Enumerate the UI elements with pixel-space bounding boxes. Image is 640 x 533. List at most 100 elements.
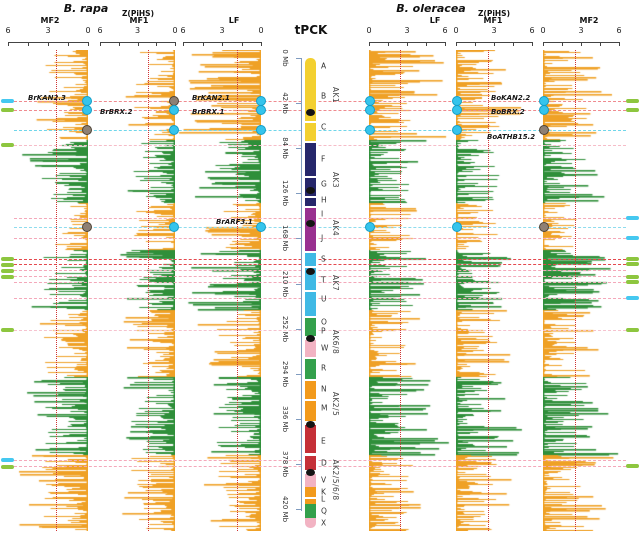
track-label-oleracea-mf1: MF1 xyxy=(483,16,503,25)
mb-scale-tick xyxy=(296,509,302,510)
guide-line xyxy=(14,110,626,111)
track-label-rapa-mf1: MF1 xyxy=(129,16,149,25)
block-letter: J xyxy=(321,233,324,243)
edge-mark-right xyxy=(626,296,639,300)
axis-tick-label-rapa-lf: 0 xyxy=(258,26,264,35)
block-gap xyxy=(305,399,316,401)
track-label-rapa-mf2: MF2 xyxy=(40,16,60,25)
axis-tick-label-oleracea-mf2: 3 xyxy=(578,26,584,35)
axis-tick xyxy=(100,42,101,46)
guide-line xyxy=(14,130,626,131)
gene-label: BoKAN2.2 xyxy=(491,94,531,102)
guide-line xyxy=(14,264,626,265)
gene-marker-dot-cyan xyxy=(256,222,266,232)
edge-mark-right xyxy=(626,236,639,240)
block-letter: T xyxy=(321,275,326,285)
edge-mark-right xyxy=(626,280,639,284)
threshold-line-rapa-mf2 xyxy=(56,50,57,531)
axis-tick xyxy=(456,42,457,46)
karyotype-block xyxy=(305,318,316,336)
edge-mark-left xyxy=(1,275,14,279)
gene-label: BrKAN2.3 xyxy=(28,94,66,102)
gene-label: BrKAN2.1 xyxy=(192,94,230,102)
axis-tick xyxy=(600,42,601,46)
threshold-line-oleracea-mf1 xyxy=(488,50,489,531)
axis-tick-label-oleracea-mf2: 0 xyxy=(540,26,546,35)
mb-scale-label: 252 Mb xyxy=(281,315,289,342)
axis-tick xyxy=(581,42,582,46)
gene-label: BoBRX.2 xyxy=(491,108,525,116)
axis-tick xyxy=(426,42,427,46)
edge-mark-left xyxy=(1,465,14,469)
mb-scale-label: 84 Mb xyxy=(281,137,289,159)
edge-mark-right xyxy=(626,216,639,220)
axis-tick-label-rapa-lf: 3 xyxy=(219,26,225,35)
track-label-rapa-lf: LF xyxy=(228,16,240,25)
mb-scale-label: 210 Mb xyxy=(281,270,289,297)
edge-mark-right xyxy=(626,108,639,112)
block-letter: A xyxy=(321,61,327,71)
ancestral-block-label: AK4 xyxy=(331,219,340,237)
axis-tick xyxy=(156,42,158,46)
axis-tick xyxy=(562,42,563,46)
axis-tick-label-rapa-mf2: 0 xyxy=(85,26,91,35)
axis-tick xyxy=(619,42,620,46)
threshold-line-rapa-mf1 xyxy=(148,50,149,531)
gene-marker-dot-gray xyxy=(539,125,549,135)
karyotype-block xyxy=(305,381,316,421)
block-letter: I xyxy=(321,209,324,219)
edge-mark-left xyxy=(1,257,14,261)
axis-tick-label-rapa-mf2: 6 xyxy=(5,26,11,35)
axis-tick xyxy=(48,42,49,46)
ancestral-block-label: AK2/5/6/8 xyxy=(331,459,340,501)
mb-scale-label: 126 Mb xyxy=(281,180,289,207)
edge-mark-right xyxy=(626,262,639,266)
block-letter: E xyxy=(321,436,326,446)
gene-marker-dot-cyan xyxy=(452,222,462,232)
signal-track-rapa-mf1 xyxy=(94,50,175,531)
ancestral-block-label: AK6/8 xyxy=(331,329,340,355)
block-letter: W xyxy=(321,343,329,353)
guide-line xyxy=(14,218,626,219)
block-letter: B xyxy=(321,91,327,101)
axis-tick xyxy=(137,42,139,46)
block-letter: O xyxy=(321,317,327,327)
axis-tick xyxy=(261,42,262,46)
ancestral-block-label: AK2/5 xyxy=(331,391,340,417)
block-gap xyxy=(305,497,316,499)
centromere-dot xyxy=(306,335,315,342)
ancestral-block-label: AK7 xyxy=(331,274,340,292)
axis-tick xyxy=(407,42,408,46)
block-letter: X xyxy=(321,518,327,528)
axis-tick xyxy=(222,42,223,46)
mb-scale-tick xyxy=(296,463,302,465)
signal-track-oleracea-lf xyxy=(369,50,451,531)
track-label-oleracea-lf: LF xyxy=(429,16,441,25)
axis-tick xyxy=(118,42,120,46)
threshold-line-oleracea-mf2 xyxy=(575,50,576,531)
gene-marker-dot-cyan xyxy=(256,125,266,135)
guide-line xyxy=(14,101,626,102)
axis-tick xyxy=(475,42,476,46)
axis-tick-label-oleracea-lf: 6 xyxy=(442,26,448,35)
centromere-dot xyxy=(306,421,315,428)
block-gap xyxy=(305,290,316,292)
guide-line xyxy=(14,227,626,228)
mb-scale-label: 336 Mb xyxy=(281,405,289,432)
axis-tick-label-rapa-mf2: 3 xyxy=(45,26,51,35)
gene-marker-dot-cyan xyxy=(256,105,266,115)
gene-label: BrBRX.1 xyxy=(192,108,225,116)
axis-tick xyxy=(494,42,495,46)
guide-line xyxy=(14,282,626,283)
edge-mark-right xyxy=(626,464,639,468)
centromere-dot xyxy=(306,220,315,227)
axis-tick-label-oleracea-lf: 0 xyxy=(366,26,372,35)
gene-marker-dot-gray xyxy=(539,222,549,232)
edge-mark-left xyxy=(1,99,14,103)
centromere-dot xyxy=(306,268,315,275)
mb-scale-tick xyxy=(296,58,302,59)
block-letter: G xyxy=(321,179,327,189)
guide-line xyxy=(14,460,626,461)
gene-label: BoATHB15.2 xyxy=(487,133,536,141)
